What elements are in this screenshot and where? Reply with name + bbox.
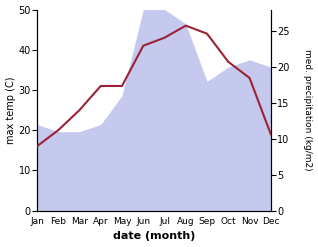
Y-axis label: med. precipitation (kg/m2): med. precipitation (kg/m2) (303, 49, 313, 171)
X-axis label: date (month): date (month) (113, 231, 195, 242)
Y-axis label: max temp (C): max temp (C) (5, 76, 16, 144)
